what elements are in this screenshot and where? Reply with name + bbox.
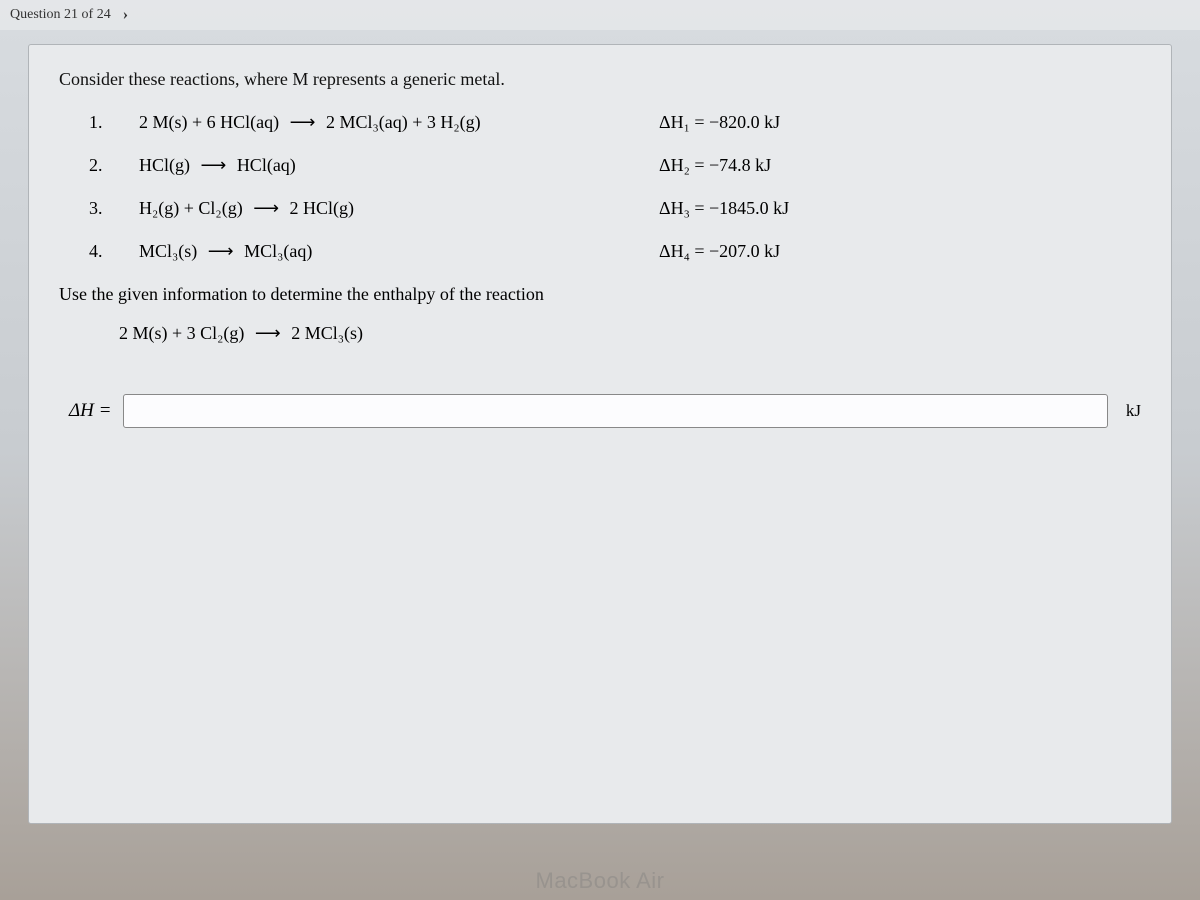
- reaction-number: 1.: [89, 112, 139, 133]
- reaction-row: 2. HCl(g) ⟶ HCl(aq) ΔH₂ = −74.8 kJ: [89, 155, 1141, 176]
- delta-h-value: ΔH₂ = −74.8 kJ: [659, 155, 771, 176]
- delta-h-value: ΔH₁ = −820.0 kJ: [659, 112, 780, 133]
- enthalpy-input[interactable]: [123, 394, 1107, 428]
- question-header: Question 21 of 24 ›: [0, 0, 1200, 30]
- reaction-equation: 2 M(s) + 6 HCl(aq) ⟶ 2 MCl₃(aq) + 3 H₂(g…: [139, 112, 659, 133]
- arrow-icon: ⟶: [290, 112, 316, 133]
- next-question-icon[interactable]: ›: [123, 6, 128, 24]
- arrow-icon: ⟶: [208, 241, 234, 262]
- reaction-row: 4. MCl₃(s) ⟶ MCl₃(aq) ΔH₄ = −207.0 kJ: [89, 241, 1141, 262]
- answer-row: ΔH = kJ: [69, 394, 1141, 428]
- instruction-text: Use the given information to determine t…: [59, 284, 1141, 305]
- reaction-equation: HCl(g) ⟶ HCl(aq): [139, 155, 659, 176]
- arrow-icon: ⟶: [253, 198, 279, 219]
- intro-text: Consider these reactions, where M repres…: [59, 69, 1141, 90]
- reaction-equation: H₂(g) + Cl₂(g) ⟶ 2 HCl(g): [139, 198, 659, 219]
- device-watermark: MacBook Air: [536, 868, 665, 894]
- reaction-row: 1. 2 M(s) + 6 HCl(aq) ⟶ 2 MCl₃(aq) + 3 H…: [89, 112, 1141, 133]
- answer-label: ΔH =: [69, 400, 111, 422]
- question-panel: Consider these reactions, where M repres…: [28, 44, 1172, 824]
- reaction-number: 2.: [89, 155, 139, 176]
- unit-label: kJ: [1126, 401, 1141, 421]
- reaction-number: 4.: [89, 241, 139, 262]
- reactions-list: 1. 2 M(s) + 6 HCl(aq) ⟶ 2 MCl₃(aq) + 3 H…: [89, 112, 1141, 262]
- reaction-equation: MCl₃(s) ⟶ MCl₃(aq): [139, 241, 659, 262]
- delta-h-value: ΔH₄ = −207.0 kJ: [659, 241, 780, 262]
- question-counter: Question 21 of 24: [10, 7, 111, 23]
- arrow-icon: ⟶: [201, 155, 227, 176]
- reaction-number: 3.: [89, 198, 139, 219]
- reaction-row: 3. H₂(g) + Cl₂(g) ⟶ 2 HCl(g) ΔH₃ = −1845…: [89, 198, 1141, 219]
- delta-h-value: ΔH₃ = −1845.0 kJ: [659, 198, 789, 219]
- arrow-icon: ⟶: [255, 323, 281, 344]
- target-equation: 2 M(s) + 3 Cl₂(g) ⟶ 2 MCl₃(s): [119, 323, 1141, 344]
